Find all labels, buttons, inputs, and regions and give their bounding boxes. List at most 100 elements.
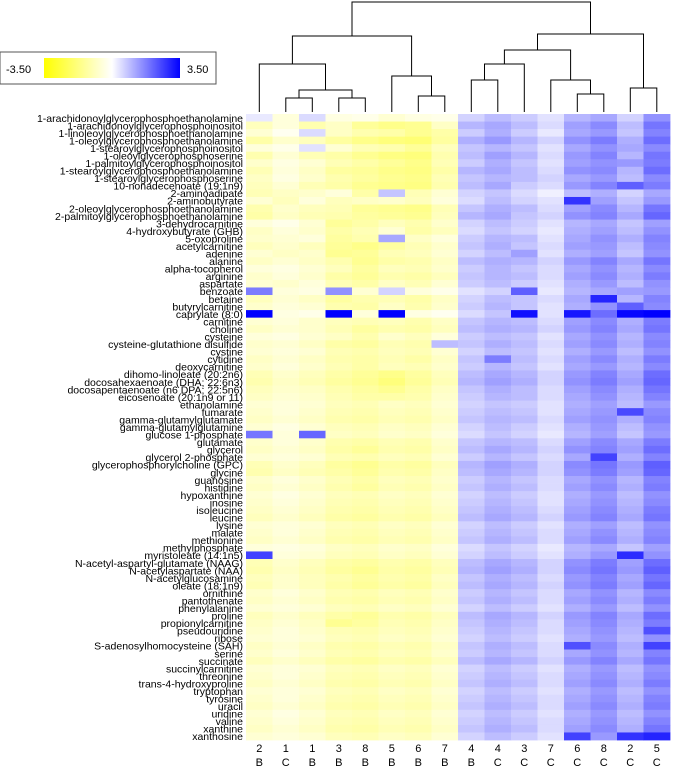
heatmap-cell	[617, 325, 644, 334]
heatmap-cell	[299, 196, 326, 205]
heatmap-cell	[564, 611, 591, 620]
row-label: glycerol	[207, 445, 243, 457]
heatmap-cell	[564, 212, 591, 220]
heatmap-cell	[511, 558, 538, 567]
heatmap-cell	[299, 491, 326, 500]
heatmap-cell	[511, 317, 538, 326]
heatmap-cell	[458, 611, 485, 620]
heatmap-cell	[378, 566, 406, 575]
heatmap-cell	[352, 234, 379, 243]
heatmap-cell	[537, 272, 565, 281]
row-label: ethanolamine	[180, 399, 243, 411]
heatmap-cell	[378, 415, 406, 424]
heatmap-cell	[564, 634, 591, 643]
heatmap-cell	[590, 528, 618, 537]
heatmap-cell	[511, 408, 538, 417]
column-label-group: B	[256, 757, 263, 768]
heatmap-cell	[272, 166, 300, 175]
heatmap-cell	[484, 468, 512, 477]
row-label: phenylalanine	[178, 603, 243, 615]
heatmap-cell	[537, 543, 565, 552]
heatmap-cell	[378, 377, 406, 386]
heatmap-cell	[246, 279, 273, 288]
heatmap-cell	[590, 144, 618, 153]
heatmap-cell	[590, 242, 618, 251]
heatmap-cell	[405, 551, 432, 560]
heatmap-cell	[643, 227, 671, 236]
heatmap-cells	[246, 114, 671, 741]
heatmap-cell	[564, 355, 591, 364]
heatmap-cell	[564, 702, 591, 711]
heatmap-cell	[564, 151, 591, 160]
heatmap-cell	[431, 453, 459, 462]
heatmap-cell	[272, 189, 300, 198]
heatmap-cell	[431, 626, 459, 635]
heatmap-cell	[272, 272, 300, 281]
heatmap-cell	[431, 649, 459, 658]
heatmap-cell	[272, 702, 300, 711]
heatmap-cell	[405, 212, 432, 220]
heatmap-cell	[564, 370, 591, 379]
heatmap-cell	[564, 400, 591, 409]
heatmap-cell	[484, 460, 512, 469]
heatmap-cell	[325, 589, 353, 598]
heatmap-cell	[246, 227, 273, 236]
heatmap-cell	[537, 672, 565, 681]
heatmap-cell	[378, 657, 406, 665]
heatmap-cell	[378, 332, 406, 341]
heatmap-cell	[590, 317, 618, 326]
heatmap-cell	[537, 657, 565, 665]
dendrogram-branch	[576, 93, 605, 112]
heatmap-cell	[590, 121, 618, 130]
heatmap-cell	[405, 566, 432, 575]
heatmap-cell	[378, 543, 406, 552]
heatmap-cell	[484, 649, 512, 658]
heatmap-cell	[325, 121, 353, 130]
heatmap-cell	[643, 317, 671, 326]
heatmap-cell	[617, 649, 644, 658]
heatmap-cell	[617, 657, 644, 665]
heatmap-cell	[537, 460, 565, 469]
heatmap-cell	[511, 287, 538, 296]
heatmap-cell	[325, 558, 353, 567]
heatmap-cell	[378, 528, 406, 537]
heatmap-cell	[564, 513, 591, 522]
heatmap-cell	[272, 724, 300, 733]
heatmap-cell	[272, 355, 300, 364]
heatmap-cell	[617, 355, 644, 364]
heatmap-cell	[378, 491, 406, 500]
heatmap-cell	[564, 641, 591, 650]
heatmap-cell	[378, 724, 406, 733]
heatmap-cell	[484, 136, 512, 145]
heatmap-cell	[564, 589, 591, 598]
heatmap-cell	[590, 709, 618, 718]
heatmap-cell	[378, 483, 406, 492]
heatmap-cell	[537, 506, 565, 515]
heatmap-cell	[325, 423, 353, 432]
heatmap-cell	[246, 430, 273, 439]
heatmap-cell	[325, 672, 353, 681]
heatmap-cell	[458, 189, 485, 198]
heatmap-cell	[617, 453, 644, 462]
heatmap-cell	[617, 242, 644, 251]
heatmap-cell	[564, 453, 591, 462]
heatmap-cell	[564, 332, 591, 341]
heatmap-cell	[537, 589, 565, 598]
heatmap-cell	[352, 702, 379, 711]
heatmap-cell	[246, 634, 273, 643]
heatmap-cell	[564, 430, 591, 439]
column-label-id: 2	[627, 743, 633, 755]
heatmap-cell	[325, 596, 353, 605]
heatmap-cell	[537, 664, 565, 673]
heatmap-cell	[431, 506, 459, 515]
heatmap-cell	[617, 687, 644, 696]
heatmap-cell	[325, 536, 353, 545]
heatmap-cell	[299, 543, 326, 552]
heatmap-cell	[378, 619, 406, 628]
heatmap-cell	[590, 295, 618, 303]
row-label: 1-oleoylglycerophosphoethanolamine	[69, 135, 243, 147]
heatmap-cell	[272, 506, 300, 515]
heatmap-cell	[405, 166, 432, 175]
heatmap-cell	[643, 445, 671, 454]
heatmap-cell	[537, 709, 565, 718]
